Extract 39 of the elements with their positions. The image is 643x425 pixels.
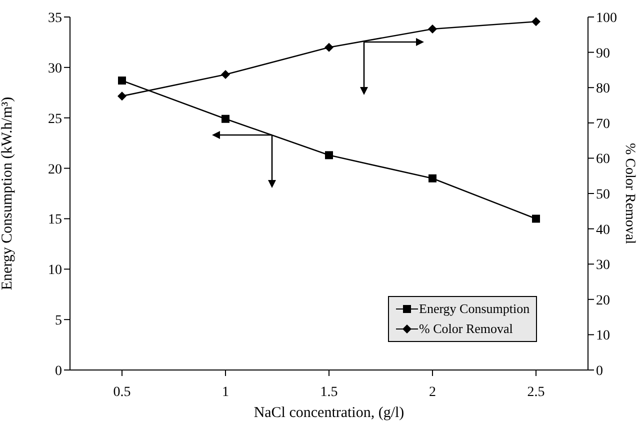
y-axis-title: Energy Consumption (kW.h/m³) [0, 96, 16, 290]
y2-tick-label: 20 [596, 293, 610, 308]
y2-tick-label: 90 [596, 46, 610, 62]
y-tick-label: 35 [48, 10, 62, 26]
y-tick-label: 20 [48, 162, 62, 178]
point [324, 42, 334, 52]
x-axis-title: NaCl concentration, (g/l) [254, 405, 404, 421]
point [221, 70, 230, 80]
point [532, 17, 540, 26]
y2-axis-title: % Color Removal [622, 142, 638, 244]
x-tick-label: 2.5 [527, 384, 545, 400]
point [118, 92, 126, 101]
y-tick-label: 10 [48, 263, 62, 278]
x-tick-label: 0.5 [113, 384, 131, 400]
y2-tick-label: 0 [596, 364, 603, 379]
y-tick-label: 0 [55, 364, 62, 379]
y-tick-label: 15 [48, 212, 62, 228]
y2-tick-label: 70 [596, 116, 610, 132]
legend-label: % Color Removal [419, 320, 513, 338]
x-tick-label: 1 [222, 384, 229, 400]
point [118, 76, 126, 85]
y2-tick-label: 60 [596, 152, 610, 168]
point [325, 151, 333, 160]
y2-tick-label: 50 [596, 187, 610, 202]
y2-tick-label: 10 [596, 328, 610, 344]
x-tick-label: 1.5 [320, 384, 338, 400]
point [428, 24, 437, 34]
y2-tick-label: 30 [596, 258, 610, 274]
y2-tick-label: 100 [596, 10, 617, 26]
y2-tick-label: 40 [596, 222, 610, 238]
y2-tick-label: 80 [596, 82, 610, 97]
y-tick-label: 25 [48, 112, 62, 127]
y-tick-label: 5 [55, 314, 62, 329]
y-tick-label: 30 [48, 61, 62, 76]
x-tick-label: 2 [429, 384, 436, 400]
point [532, 214, 540, 223]
legend-label: Energy Consumption [419, 300, 530, 318]
point [428, 174, 436, 182]
point [222, 114, 230, 123]
